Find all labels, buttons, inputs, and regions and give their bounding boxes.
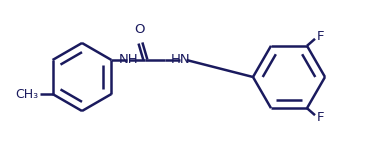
Text: F: F	[317, 30, 324, 43]
Text: HN: HN	[171, 53, 190, 65]
Text: CH₃: CH₃	[16, 87, 38, 101]
Text: O: O	[134, 23, 145, 36]
Text: NH: NH	[118, 53, 138, 65]
Text: F: F	[317, 111, 324, 124]
